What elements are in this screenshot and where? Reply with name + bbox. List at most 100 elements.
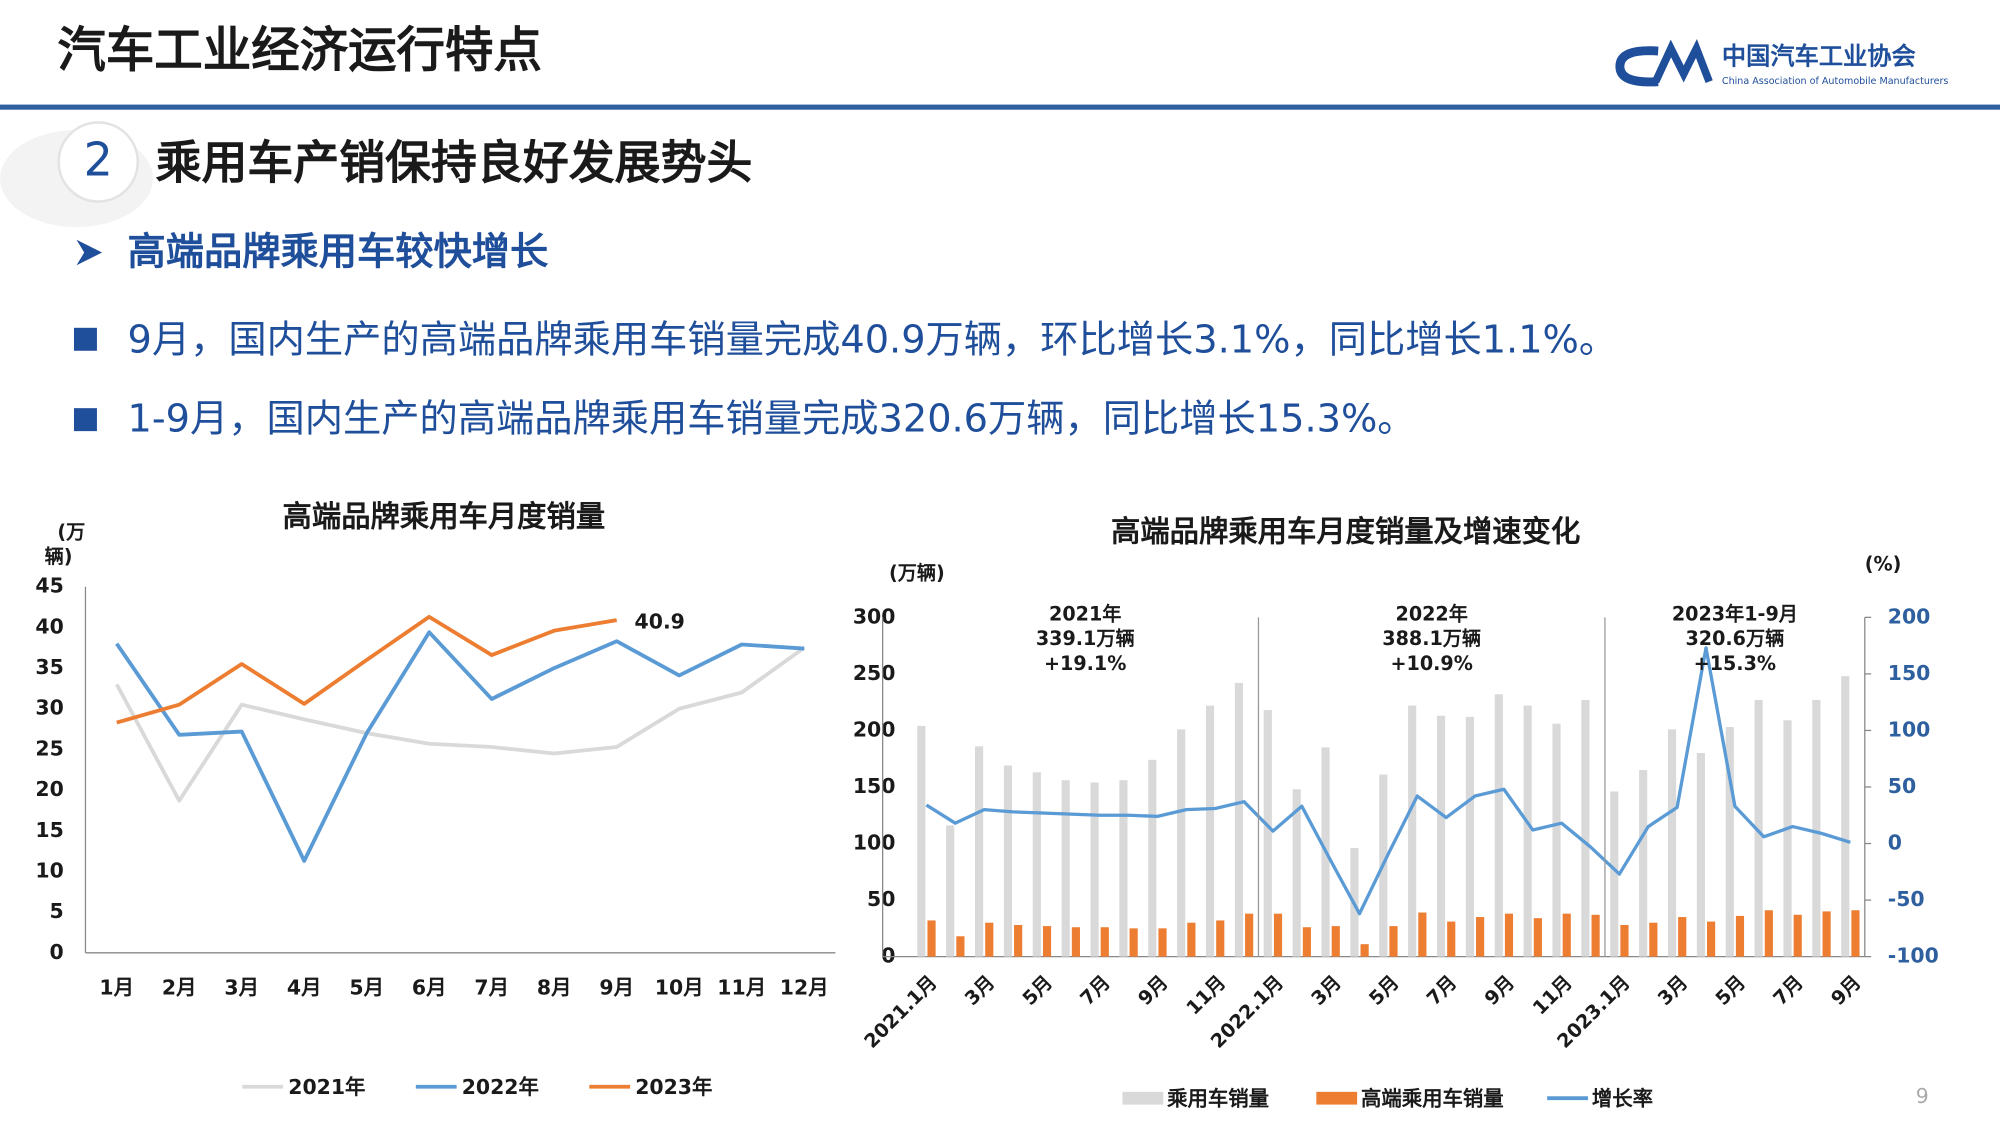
bar — [1822, 911, 1831, 957]
bar — [1418, 912, 1427, 957]
section-badge — [57, 121, 140, 203]
bar — [1129, 928, 1138, 957]
y-axis-label: 辆) — [45, 545, 73, 568]
x-tick-label: 11月 — [717, 976, 766, 1000]
bullet: 9月，国内生产的高端品牌乘用车销量完成40.9万辆，环比增长3.1%，同比增长1… — [128, 317, 1618, 362]
bar — [1119, 780, 1128, 957]
y-tick-label: 0 — [50, 940, 64, 964]
bar — [1234, 682, 1244, 957]
bar — [1187, 922, 1196, 957]
bullet-marker — [73, 408, 97, 432]
header-title: 汽车工业经济运行特点 — [57, 23, 542, 79]
line — [115, 630, 805, 863]
data-label: 40.9 — [635, 610, 685, 634]
page-number: 9 — [1916, 1084, 1929, 1108]
y-tick-label: 250 — [853, 661, 896, 685]
annotation: 320.6万辆 — [1685, 627, 1784, 650]
y2-tick-label: 200 — [1888, 604, 1931, 628]
bar — [1408, 705, 1417, 957]
logo-mark — [1652, 38, 1713, 84]
bar — [1562, 913, 1571, 957]
x-tick-label: 12月 — [780, 976, 829, 1000]
bar — [1331, 926, 1340, 957]
bar — [1533, 918, 1542, 957]
y-tick-label: 40 — [35, 614, 63, 638]
subtitle: 高端品牌乘用车较快增长 — [128, 229, 549, 274]
annotation: 2023年1-9月 — [1672, 602, 1798, 625]
bar — [1003, 765, 1013, 957]
bar — [1812, 699, 1821, 957]
chart-title: 高端品牌乘用车月度销量及增速变化 — [1111, 515, 1580, 549]
bar — [1360, 944, 1369, 957]
bar — [956, 936, 965, 957]
bar — [1754, 699, 1763, 957]
x-tick-label: 2月 — [162, 976, 197, 1000]
bar — [927, 920, 936, 957]
x-tick-label: 2021.1月 — [860, 971, 942, 1053]
bar — [1841, 676, 1850, 957]
logo-cn: 中国汽车工业协会 — [1722, 42, 1917, 70]
bar — [1696, 753, 1705, 957]
y-tick-label: 150 — [853, 774, 896, 798]
annotation: +19.1% — [1044, 652, 1126, 675]
x-tick-label: 7月 — [1076, 971, 1115, 1010]
y2-axis-label: (%) — [1865, 553, 1902, 576]
y-tick-label: 15 — [35, 818, 63, 842]
line — [116, 614, 618, 725]
y-tick-label: 30 — [35, 696, 63, 720]
x-tick-label: 3月 — [960, 971, 999, 1010]
annotation: 2021年 — [1049, 602, 1121, 625]
y-tick-label: 300 — [853, 604, 896, 628]
x-tick-label: 5月 — [1364, 971, 1403, 1010]
y-tick-label: 35 — [35, 655, 63, 679]
bar — [1523, 705, 1532, 957]
x-tick-label: 7月 — [1422, 971, 1461, 1010]
x-tick-label: 7月 — [474, 976, 509, 1000]
annotation: 388.1万辆 — [1382, 627, 1481, 650]
legend-label: 2023年 — [635, 1075, 712, 1099]
bar — [1649, 922, 1658, 957]
x-tick-label: 1月 — [99, 976, 134, 1000]
legend-label: 高端乘用车销量 — [1361, 1086, 1504, 1110]
x-tick-label: 8月 — [537, 976, 572, 1000]
bar — [1302, 927, 1311, 957]
legend-label: 2021年 — [288, 1075, 365, 1099]
bar — [1725, 727, 1734, 957]
x-tick-label: 5月 — [1711, 971, 1750, 1010]
bullet: 1-9月，国内生产的高端品牌乘用车销量完成320.6万辆，同比增长15.3%。 — [128, 396, 1416, 441]
bar — [1061, 780, 1070, 957]
y2-tick-label: 100 — [1888, 717, 1931, 741]
bar — [1177, 729, 1186, 957]
x-tick-label: 9月 — [599, 976, 634, 1000]
bar — [1476, 917, 1485, 957]
bar — [974, 746, 984, 957]
bar — [1552, 723, 1561, 957]
legend-label: 2022年 — [462, 1075, 539, 1099]
y-tick-label: 0 — [881, 944, 895, 968]
y2-tick-label: -100 — [1888, 944, 1939, 968]
legend-label: 乘用车销量 — [1166, 1086, 1269, 1110]
y2-tick-label: -50 — [1888, 887, 1925, 911]
bar — [1263, 710, 1272, 957]
legend-swatch — [1122, 1091, 1164, 1105]
bar — [1158, 928, 1167, 957]
y-tick-label: 5 — [50, 899, 64, 923]
bar — [1071, 927, 1080, 957]
bar — [1465, 716, 1474, 957]
bar — [1783, 720, 1792, 957]
legend-label: 增长率 — [1592, 1086, 1653, 1110]
x-tick-label: 9月 — [1826, 971, 1865, 1010]
x-tick-label: 7月 — [1768, 971, 1807, 1010]
bar — [1591, 914, 1600, 957]
bar — [1793, 914, 1802, 957]
y-tick-label: 25 — [35, 736, 63, 760]
arrow-marker — [76, 239, 103, 266]
y-tick-label: 10 — [35, 858, 63, 882]
y-tick-label: 50 — [867, 887, 895, 911]
annotation: +10.9% — [1391, 652, 1473, 675]
bar — [1100, 927, 1109, 957]
bar — [1678, 917, 1687, 957]
bar — [1610, 791, 1619, 957]
